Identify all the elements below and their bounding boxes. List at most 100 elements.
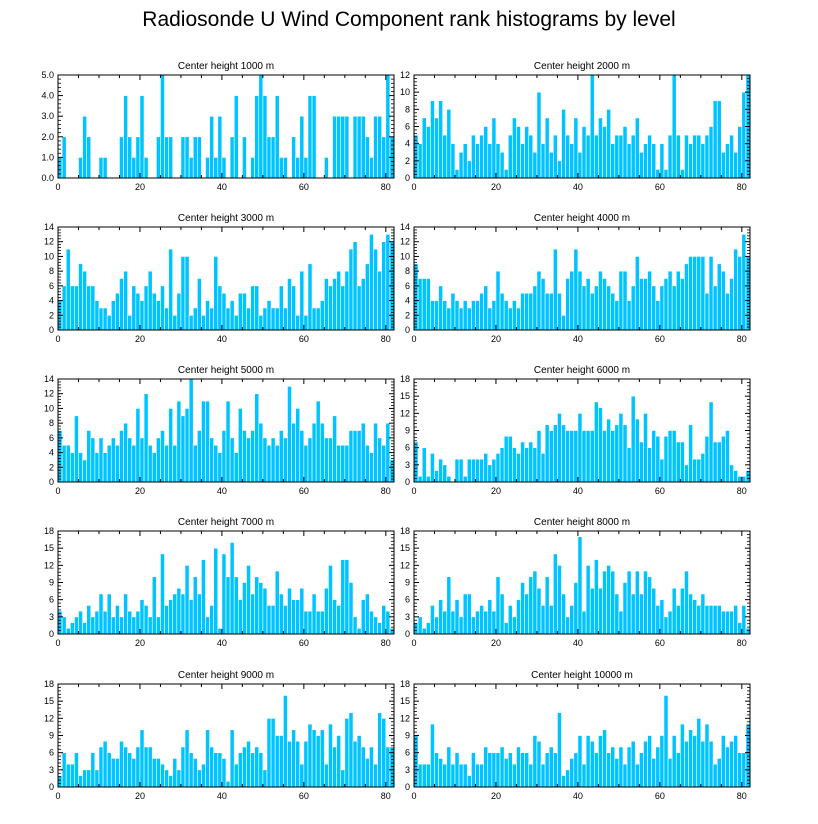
histogram-bar [356, 430, 362, 483]
histogram-bar [577, 536, 583, 635]
histogram-bar [365, 593, 370, 635]
histogram-bar [553, 424, 558, 483]
histogram-bar [708, 126, 714, 179]
histogram-bar [512, 616, 517, 635]
histogram-bar [311, 729, 317, 788]
panel-title: Center height 1000 m [178, 61, 274, 72]
histogram-bar [303, 740, 309, 788]
histogram-bar [536, 270, 542, 331]
x-tick-label: 80 [737, 791, 747, 801]
y-tick-label: 15 [400, 543, 410, 553]
histogram-bar [696, 718, 702, 788]
histogram-panel-9: Center height 9000 m 0 20 40 60 80 0 3 6 9 12 15 18 [44, 670, 395, 801]
histogram-bar [512, 447, 517, 483]
histogram-bar [680, 723, 685, 788]
histogram-bar [647, 576, 652, 635]
histogram-bar [258, 752, 264, 788]
histogram-bar [618, 413, 624, 483]
y-tick-label: 5.0 [41, 70, 54, 80]
y-tick-label: 9 [49, 578, 54, 588]
histogram-bar [344, 559, 350, 635]
histogram-bar [164, 444, 169, 483]
histogram-bar [602, 430, 607, 483]
histogram-bar [131, 616, 137, 635]
histogram-bar [82, 270, 87, 331]
histogram-bar [176, 587, 182, 635]
histogram-bar [696, 605, 702, 635]
histogram-bar [115, 444, 120, 483]
histogram-bar [250, 285, 255, 331]
x-tick-label: 20 [491, 334, 501, 344]
panel-title: Center height 10000 m [531, 670, 633, 681]
histogram-bar [450, 143, 456, 179]
y-tick-label: 4.0 [41, 91, 54, 101]
histogram-bar [283, 695, 288, 788]
histogram-bar [151, 576, 157, 635]
histogram-bar [495, 270, 501, 331]
histogram-bar [671, 587, 677, 635]
histogram-bar [680, 278, 685, 331]
x-tick-label: 20 [135, 182, 145, 192]
histogram-bar [548, 430, 554, 483]
panel-title: Center height 6000 m [534, 365, 630, 376]
histogram-bar [434, 470, 439, 483]
histogram-bar [180, 593, 186, 635]
histogram-bar [671, 430, 677, 483]
histogram-bar [626, 300, 632, 331]
histogram-bar [737, 475, 743, 483]
histogram-bar [332, 746, 337, 788]
histogram-bar [377, 115, 383, 179]
histogram-bar [659, 458, 665, 483]
histogram-bar [352, 241, 358, 331]
histogram-bar [421, 278, 427, 331]
histogram-bar [184, 729, 190, 788]
histogram-bar [491, 458, 497, 483]
histogram-bar [106, 314, 112, 331]
y-tick-label: 12 [400, 713, 410, 723]
histogram-bar [454, 458, 460, 483]
histogram-bar [201, 314, 206, 331]
histogram-bar [315, 735, 321, 788]
y-tick-label: 18 [44, 526, 54, 536]
histogram-bar [716, 100, 722, 179]
histogram-bar [299, 587, 305, 635]
histogram-bar [213, 444, 219, 483]
histogram-bar [614, 424, 620, 483]
histogram-bar [291, 422, 296, 483]
histogram-bar [168, 408, 174, 483]
histogram-bar [561, 314, 566, 331]
y-tick-label: 14 [44, 222, 54, 232]
histogram-bar [65, 248, 71, 331]
histogram-bar [119, 136, 124, 179]
histogram-bar [725, 430, 730, 483]
histogram-bar [438, 100, 443, 179]
histogram-bar [725, 292, 730, 331]
y-tick-label: 6 [49, 433, 54, 443]
histogram-bar [540, 763, 546, 788]
histogram-bar [246, 740, 251, 788]
histogram-bar [385, 610, 391, 635]
x-tick-label: 20 [491, 791, 501, 801]
histogram-bar [532, 151, 538, 179]
y-tick-label: 2.0 [41, 132, 54, 142]
histogram-bar [283, 307, 288, 331]
y-tick-label: 4 [49, 448, 54, 458]
histogram-bar [553, 553, 558, 635]
histogram-bar [479, 134, 484, 179]
histogram-bar [233, 576, 239, 635]
histogram-bar [82, 769, 87, 788]
histogram-bar [684, 464, 689, 483]
histogram-bar [369, 610, 374, 635]
histogram-bar [634, 763, 640, 788]
histogram-bar [532, 570, 538, 635]
histogram-bar [454, 599, 460, 635]
histogram-bar [721, 151, 726, 179]
histogram-bar [565, 278, 571, 331]
histogram-bar [434, 752, 439, 788]
histogram-bar [197, 136, 202, 179]
histogram-bar [225, 400, 231, 483]
histogram-bar [229, 300, 235, 331]
histogram-bar [110, 437, 116, 483]
histogram-bar [589, 740, 595, 788]
histogram-bar [712, 100, 718, 179]
